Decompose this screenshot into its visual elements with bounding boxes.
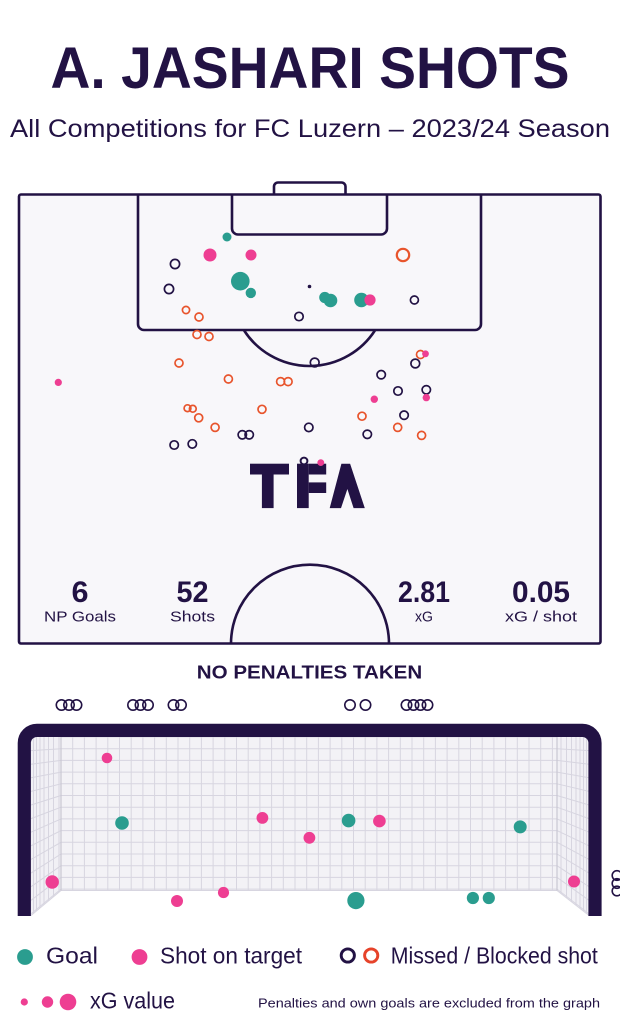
svg-text:xG / shot: xG / shot (505, 609, 578, 626)
svg-text:0.05: 0.05 (512, 576, 570, 609)
svg-text:Shots: Shots (170, 609, 215, 626)
svg-text:2.81: 2.81 (398, 576, 450, 609)
svg-text:xG value: xG value (90, 988, 175, 1014)
svg-text:6: 6 (72, 576, 89, 609)
svg-text:Goal: Goal (46, 943, 98, 969)
svg-text:xG: xG (415, 609, 433, 626)
svg-text:All Competitions for FC Luzern: All Competitions for FC Luzern – 2023/24… (10, 115, 610, 143)
svg-text:Missed / Blocked shot: Missed / Blocked shot (391, 943, 599, 969)
svg-text:A. JASHARI SHOTS: A. JASHARI SHOTS (51, 36, 570, 101)
svg-text:Penalties and own goals are ex: Penalties and own goals are excluded fro… (258, 996, 600, 1011)
svg-text:52: 52 (177, 576, 209, 609)
svg-text:NP Goals: NP Goals (44, 609, 116, 626)
svg-text:NO PENALTIES TAKEN: NO PENALTIES TAKEN (197, 663, 423, 683)
svg-text:Shot on target: Shot on target (160, 943, 303, 969)
